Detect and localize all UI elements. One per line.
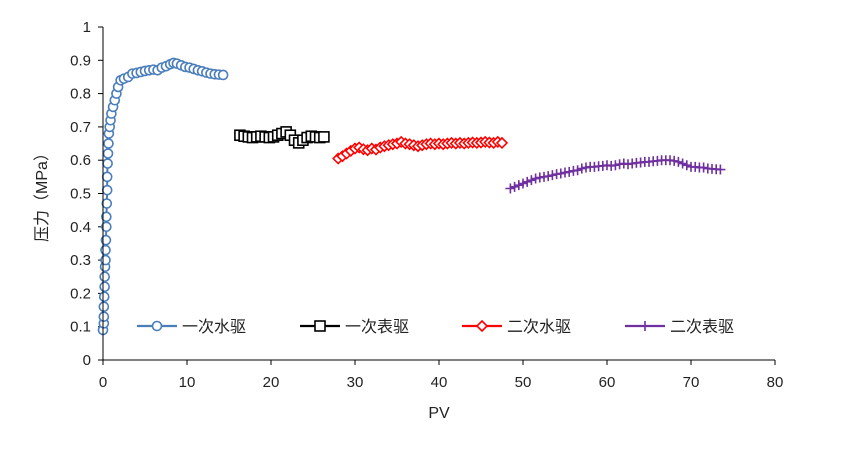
data-point: [102, 148, 114, 159]
legend-swatch-marker: [151, 320, 163, 332]
y-tick-label: 1: [83, 19, 91, 36]
legend-swatch-marker: [475, 319, 489, 333]
data-point: [715, 164, 726, 175]
data-point: [318, 131, 330, 143]
series-4: [505, 155, 726, 194]
data-point: [677, 158, 688, 169]
y-tick-labels: 0 0.1 0.2 0.3 0.4 0.5 0.6 0.7 0.8 0.9 1: [70, 19, 103, 369]
y-tick-label: 0.4: [70, 219, 91, 236]
legend-item-4: 二次表驱: [625, 317, 734, 336]
data-point: [526, 175, 537, 186]
series-1: [97, 57, 229, 336]
data-point: [513, 180, 524, 191]
legend-swatch-marker: [314, 320, 326, 332]
data-point: [98, 301, 110, 313]
data-point: [543, 171, 554, 182]
data-point: [101, 221, 112, 233]
legend-item-3: 二次水驱: [462, 317, 571, 336]
data-point: [564, 166, 575, 177]
data-point: [522, 176, 533, 187]
series-line: [102, 61, 224, 331]
x-tick-label: 80: [767, 374, 784, 391]
x-tick-labels: 0 10 20 30 40 50 60 70 80: [99, 360, 784, 391]
data-point: [555, 168, 566, 179]
y-tick-label: 0.7: [70, 119, 91, 136]
data-point: [673, 156, 684, 167]
x-tick-label: 50: [515, 374, 532, 391]
data-point: [217, 69, 229, 81]
series-layer: [97, 57, 726, 336]
y-tick-label: 0: [83, 352, 91, 369]
legend-label: 一次表驱: [345, 317, 409, 336]
x-axis-title: PV: [428, 405, 450, 422]
x-tick-label: 60: [599, 374, 616, 391]
y-tick-label: 0.5: [70, 186, 91, 203]
data-point: [100, 244, 111, 256]
x-tick-label: 30: [347, 374, 364, 391]
series-2: [234, 126, 330, 149]
data-point: [101, 171, 113, 183]
x-tick-label: 0: [99, 374, 107, 391]
data-point: [99, 271, 110, 283]
x-tick-label: 20: [263, 374, 280, 391]
data-point: [509, 181, 520, 192]
data-point: [101, 198, 113, 209]
data-point: [101, 184, 113, 196]
data-point: [495, 136, 509, 150]
x-tick-label: 40: [431, 374, 448, 391]
data-point: [101, 211, 112, 223]
data-point: [681, 160, 692, 171]
legend-item-1: 一次水驱: [137, 317, 246, 336]
y-tick-label: 0.8: [70, 86, 91, 103]
y-tick-label: 0.9: [70, 52, 91, 69]
y-tick-label: 0.3: [70, 252, 91, 269]
y-tick-label: 0.1: [70, 319, 91, 336]
data-point: [100, 254, 111, 266]
data-point: [669, 155, 680, 166]
data-point: [98, 311, 110, 323]
legend-label: 一次水驱: [182, 317, 246, 336]
data-point: [102, 158, 113, 169]
data-point: [505, 183, 516, 194]
data-point: [518, 178, 528, 189]
legend-label: 二次水驱: [507, 317, 571, 336]
data-point: [576, 163, 587, 174]
data-point: [99, 281, 110, 293]
y-tick-label: 0.6: [70, 152, 91, 169]
x-tick-label: 70: [683, 374, 700, 391]
data-point: [103, 138, 114, 149]
legend-swatch-marker: [640, 321, 650, 331]
legend-label: 二次表驱: [670, 317, 734, 336]
data-point: [698, 162, 709, 173]
series-3: [332, 135, 509, 165]
legend: 一次水驱 一次表驱 二次水驱 二次表驱: [137, 317, 734, 336]
y-tick-label: 0.2: [70, 285, 91, 302]
legend-item-2: 一次表驱: [300, 317, 409, 336]
data-point: [547, 170, 558, 181]
data-point: [572, 165, 583, 176]
data-point: [98, 291, 110, 303]
data-point: [100, 234, 112, 246]
x-tick-label: 10: [179, 374, 196, 391]
data-point: [530, 173, 541, 184]
data-point: [610, 160, 621, 171]
y-axis-title: 压力（MPa）: [33, 145, 51, 242]
